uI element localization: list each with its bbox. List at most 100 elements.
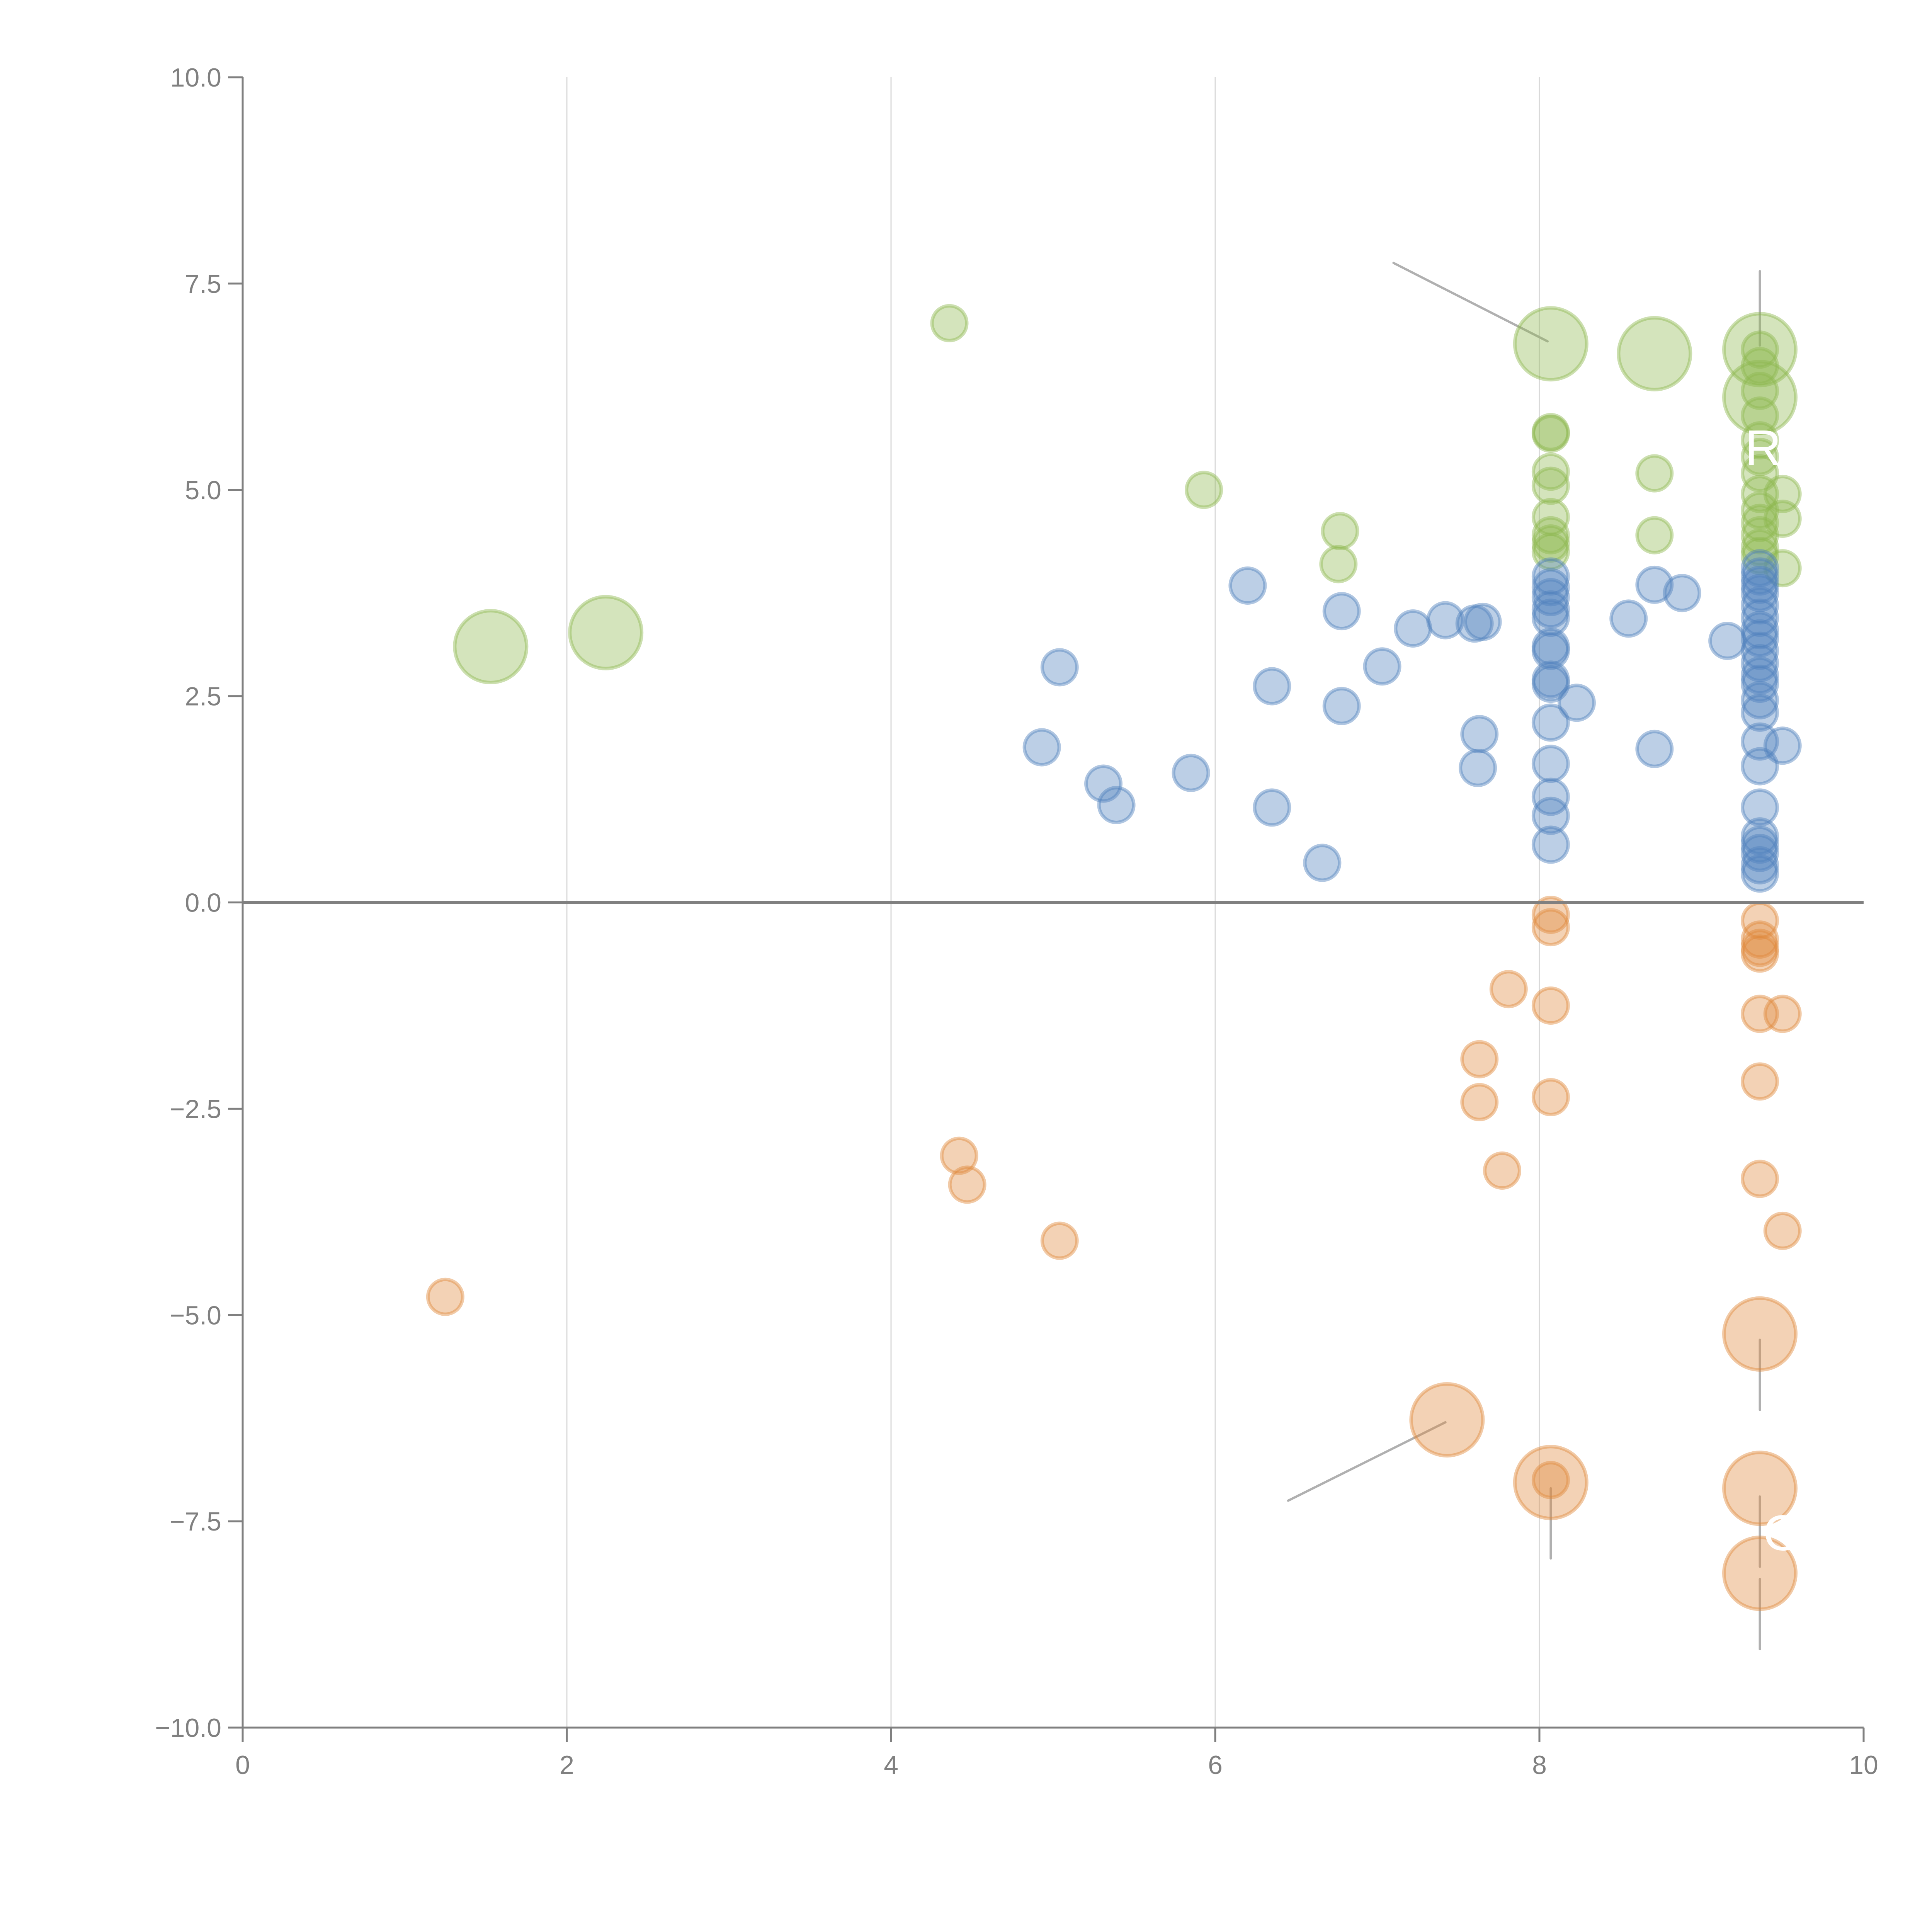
point-blue [1741,631,1779,670]
point-orange [1040,1221,1079,1260]
point-green [1531,413,1570,451]
point-orange [1513,1445,1588,1520]
point-blue [1708,622,1747,660]
point-blue [1531,599,1570,637]
point-green [1635,516,1674,554]
point-blue [1531,578,1570,616]
point-orange [1763,995,1802,1033]
point-blue [1741,644,1779,682]
point-blue [1609,599,1648,638]
annotation-label: G [1763,1505,1802,1561]
point-blue [1531,660,1570,699]
point-blue [1741,656,1779,695]
point-blue [1531,631,1570,670]
point-blue [1531,590,1570,629]
point-green [1741,474,1779,513]
point-green [1321,512,1359,551]
point-orange [1489,970,1528,1009]
axes: −10.0 −7.5 −5.0 −2.5 0.0 2.5 5.0 7.5 10.0 0 2 4 6 8 10 [155,63,1878,1780]
point-blue [1322,687,1361,725]
point-blue [1635,565,1674,604]
point-blue [1531,745,1570,783]
point-blue [1455,604,1494,643]
point-blue [1084,764,1123,803]
point-blue [1172,753,1210,792]
point-blue [1741,565,1779,604]
x-tick-label: 0 [235,1750,250,1780]
point-blue [1531,825,1570,864]
point-green [1722,312,1798,388]
point-blue [1741,665,1779,703]
point-green [1531,415,1570,453]
point-green [930,304,969,342]
point-orange [1531,986,1570,1025]
point-blue [1635,730,1674,768]
point-blue [1394,609,1432,648]
point-blue [1741,549,1779,588]
point-orange [1741,1062,1779,1101]
y-tick-label: 7.5 [185,269,221,299]
point-blue [1322,592,1361,631]
point-green [1741,347,1779,385]
point-green [1531,466,1570,505]
point-green [1531,452,1570,491]
point-blue [1763,726,1802,765]
point-blue [1253,788,1291,827]
point-blue [1741,788,1779,827]
point-blue [1531,703,1570,742]
point-orange [1460,1040,1499,1078]
point-orange [940,1136,978,1175]
point-blue [1531,568,1570,607]
point-orange [1741,995,1779,1033]
point-green [1741,437,1779,476]
y-tick-label: −5.0 [170,1301,221,1330]
point-green [1617,316,1692,391]
point-orange [1722,1536,1798,1611]
point-blue [1531,777,1570,816]
y-tick-label: 0.0 [185,888,221,918]
point-green [1741,454,1779,493]
point-green [1531,524,1570,563]
y-tick-label: −2.5 [170,1094,221,1124]
point-blue [1531,627,1570,666]
point-blue [1741,599,1779,637]
point-orange [1741,1160,1779,1198]
annotations: RG [1745,420,1802,1561]
point-orange [1741,934,1779,973]
point-blue [1097,786,1136,825]
annotation-label: R [1745,420,1781,476]
point-blue [1557,684,1596,722]
point-orange [1741,920,1779,959]
point-blue [1741,833,1779,872]
x-tick-label: 2 [560,1750,574,1780]
point-green [1531,532,1570,571]
point-orange [1409,1382,1485,1458]
point-green [1319,545,1358,583]
point-blue [1741,747,1779,786]
point-blue [1459,748,1497,787]
point-blue [1022,728,1061,767]
point-blue [1363,647,1401,686]
connector-line [1287,1421,1447,1502]
point-blue [1531,796,1570,835]
point-blue [1741,681,1779,719]
point-green [568,595,644,670]
point-orange [1741,929,1779,967]
point-blue [1741,611,1779,650]
point-blue [1741,817,1779,856]
point-green [1763,549,1802,588]
point-orange [1531,908,1570,947]
point-green [1741,528,1779,567]
point-blue [1663,574,1701,612]
point-green [1741,396,1779,435]
point-green [1531,516,1570,554]
point-blue [1253,667,1291,706]
connector-lines [1287,262,1761,1651]
point-orange [426,1277,464,1316]
point-blue [1741,619,1779,658]
point-green [1185,471,1223,509]
y-tick-label: 5.0 [185,476,221,505]
point-green [1513,306,1588,382]
point-green [1741,421,1779,460]
point-blue [1741,574,1779,612]
